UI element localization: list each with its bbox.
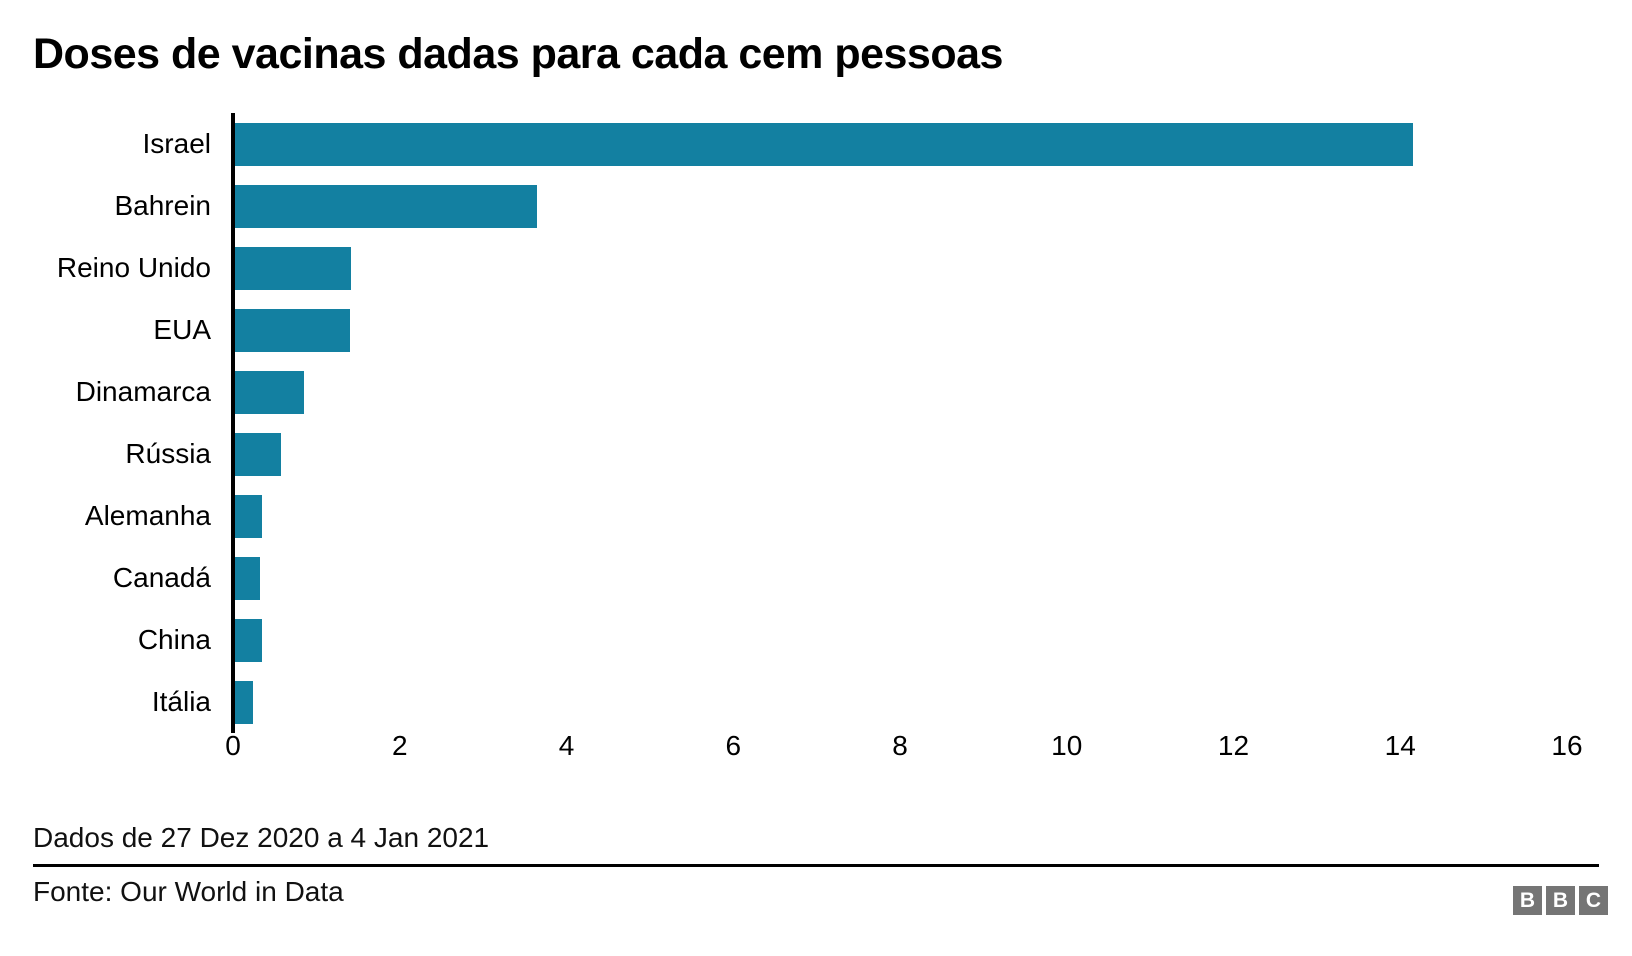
bar-track	[233, 618, 1567, 662]
footer-divider	[33, 864, 1599, 867]
bbc-logo-letter: C	[1579, 886, 1608, 915]
bar-row: Rússia	[0, 423, 1632, 485]
bar-row: EUA	[0, 299, 1632, 361]
x-tick-label: 8	[892, 730, 908, 761]
y-axis-line	[231, 113, 235, 733]
x-tick-label: 14	[1384, 730, 1416, 761]
bbc-logo-letter: B	[1513, 886, 1542, 915]
bar-track	[233, 680, 1567, 724]
category-label: Rússia	[125, 438, 211, 469]
date-range-note: Dados de 27 Dez 2020 a 4 Jan 2021	[33, 822, 490, 853]
bar-track	[233, 556, 1567, 600]
bar-chart: Israel Bahrein Reino Unido EUA Dinamarca Rúss…	[0, 113, 1632, 733]
bar	[233, 494, 263, 538]
bbc-logo-letter: B	[1546, 886, 1575, 915]
bar-row: Itália	[0, 671, 1632, 733]
bar-track	[233, 370, 1567, 414]
bar-row: Reino Unido	[0, 237, 1632, 299]
category-label: Itália	[151, 686, 211, 717]
bar-row: Alemanha	[0, 485, 1632, 547]
category-label: Reino Unido	[56, 252, 211, 283]
x-tick-label: 12	[1217, 730, 1250, 761]
bar	[233, 680, 253, 724]
bar	[233, 246, 352, 290]
bar-track	[233, 494, 1567, 538]
category-label: EUA	[153, 314, 211, 345]
bar-track	[233, 184, 1567, 228]
category-label: Bahrein	[114, 190, 211, 221]
bar	[233, 556, 260, 600]
bar	[233, 370, 304, 414]
bar	[233, 308, 350, 352]
x-tick-label: 2	[391, 730, 408, 761]
bar-row: Bahrein	[0, 175, 1632, 237]
x-tick-label: 10	[1051, 730, 1083, 761]
bar-row: China	[0, 609, 1632, 671]
bar-track	[233, 432, 1567, 476]
category-label: China	[137, 624, 211, 655]
x-tick-label: 0	[225, 730, 241, 761]
x-tick-label: 16	[1551, 730, 1583, 761]
source-note: Fonte: Our World in Data	[33, 876, 344, 907]
category-label: Israel	[142, 128, 211, 159]
bar-row: Canadá	[0, 547, 1632, 609]
x-axis-tick-labels: 0 2 4 6 8 10 12 14 16	[225, 727, 1582, 765]
x-tick-label: 6	[725, 730, 742, 761]
bar-track	[233, 308, 1567, 352]
category-label: Dinamarca	[75, 376, 211, 407]
bar-row: Israel	[0, 113, 1632, 175]
bar	[233, 432, 282, 476]
bar-row: Dinamarca	[0, 361, 1632, 423]
bar	[233, 618, 263, 662]
category-label: Alemanha	[84, 500, 211, 531]
bar-track	[233, 246, 1567, 290]
bar	[233, 122, 1413, 166]
bar-track	[233, 122, 1567, 166]
chart-title: Doses de vacinas dadas para cada cem pes…	[33, 30, 1003, 78]
bar	[233, 184, 538, 228]
x-tick-label: 4	[558, 730, 575, 761]
category-label: Canadá	[112, 562, 211, 593]
